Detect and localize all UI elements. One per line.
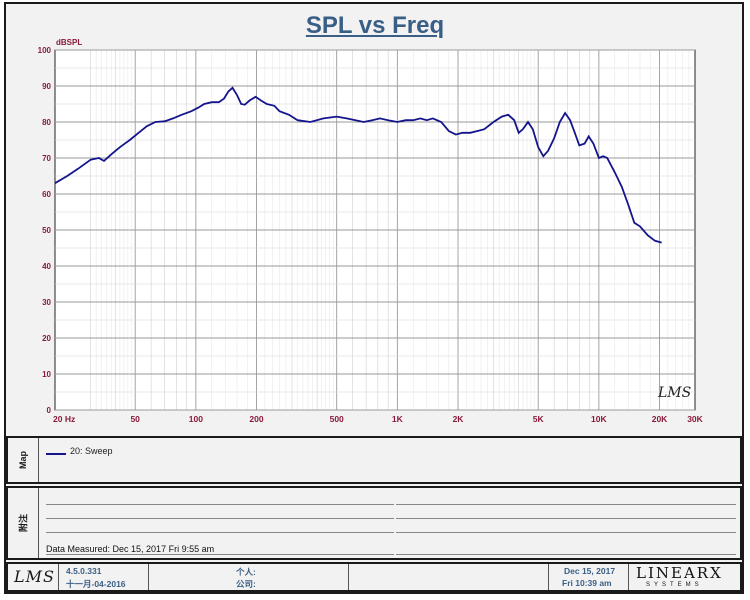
notes-side: 附注 — [8, 488, 39, 558]
note-line — [396, 504, 736, 505]
print-date-text: Dec 15, 2017 — [564, 566, 616, 576]
x-tick-label: 5K — [533, 414, 545, 424]
notes-label: 附注 — [18, 513, 29, 533]
y-axis-label: dBSPL — [56, 38, 82, 47]
y-tick-label: 50 — [42, 226, 51, 235]
y-tick-label: 100 — [38, 46, 52, 55]
series-line-sweep — [54, 86, 662, 244]
grid-lines — [55, 49, 695, 411]
y-tick-label: 10 — [42, 370, 51, 379]
note-line — [46, 504, 394, 505]
y-tick-label: 90 — [42, 82, 51, 91]
y-tick-label: 20 — [42, 334, 51, 343]
footer-version-cell: 4.5.0.331 十一月-04-2016 — [58, 564, 149, 590]
y-tick-label: 80 — [42, 118, 51, 127]
x-tick-label: 50 — [130, 414, 140, 424]
note-line — [46, 532, 394, 533]
x-tick-label: 20K — [652, 414, 668, 424]
print-time-text: Fri 10:39 am — [562, 578, 612, 588]
x-tick-label: 200 — [249, 414, 263, 424]
x-tick-labels: 20 Hz 50 100 200 500 1K 2K 5K 10K 20K 30K — [53, 414, 704, 424]
lms-logo: LMS — [14, 567, 55, 586]
version-text: 4.5.0.331 — [66, 566, 102, 576]
map-label: Map — [18, 451, 28, 469]
data-measured-text: Data Measured: Dec 15, 2017 Fri 9:55 am — [46, 544, 215, 554]
person-label: 个人: — [236, 567, 256, 577]
footer-logo-cell: LMS — [8, 564, 59, 590]
map-side: Map — [8, 438, 39, 482]
footer-person-cell: 个人: 公司: — [148, 564, 349, 590]
footer-blank-cell — [348, 564, 549, 590]
systems-text: SYSTEMS — [646, 582, 703, 588]
note-line — [396, 532, 736, 533]
company-label: 公司: — [236, 579, 256, 589]
x-tick-label: 20 Hz — [53, 414, 75, 424]
note-line — [46, 518, 394, 519]
note-line — [396, 518, 736, 519]
y-tick-label: 70 — [42, 154, 51, 163]
footer-brand-cell: LINEARX SYSTEMS — [628, 564, 740, 590]
footer-bar: LMS 4.5.0.331 十一月-04-2016 个人: 公司: Dec 15… — [6, 562, 742, 592]
spl-chart: 0 10 20 30 40 50 60 70 80 90 100 20 Hz 50 100 200 500 1… — [38, 38, 704, 424]
note-line — [46, 554, 394, 555]
legend-entry[interactable]: 20: Sweep — [70, 446, 113, 456]
x-tick-label: 100 — [189, 414, 203, 424]
map-panel: Map 20: Sweep — [6, 436, 742, 484]
lms-watermark: LMS — [657, 385, 691, 401]
x-tick-label: 1K — [392, 414, 404, 424]
y-tick-label: 30 — [42, 298, 51, 307]
notes-panel: 附注 Data Measured: Dec 15, 2017 Fri 9:55 … — [6, 486, 742, 560]
build-date-text: 十一月-04-2016 — [66, 579, 126, 589]
legend-line-swatch — [46, 453, 66, 455]
y-tick-label: 40 — [42, 262, 51, 271]
x-tick-label: 2K — [453, 414, 465, 424]
chart-title: SPL vs Freq — [305, 12, 445, 39]
y-tick-labels: 0 10 20 30 40 50 60 70 80 90 100 — [38, 46, 52, 415]
y-tick-label: 60 — [42, 190, 51, 199]
linearx-logo: LINEARX — [636, 564, 723, 582]
x-tick-label: 500 — [330, 414, 344, 424]
footer-date-cell: Dec 15, 2017 Fri 10:39 am — [548, 564, 629, 590]
y-tick-label: 0 — [47, 406, 52, 415]
note-line — [396, 554, 736, 555]
x-tick-label: 30K — [687, 414, 703, 424]
x-tick-label: 10K — [591, 414, 607, 424]
